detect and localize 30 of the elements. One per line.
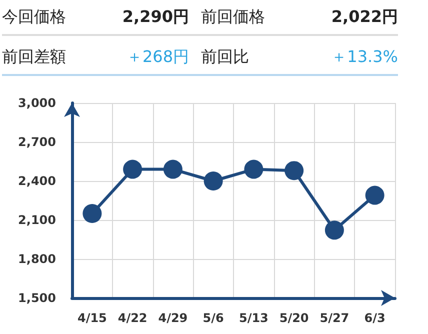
point (123, 160, 142, 179)
text: 今回価格 (2, 6, 67, 28)
x-tick-label: 5/6 (202, 311, 224, 325)
point (324, 220, 344, 240)
point (365, 186, 384, 205)
point (82, 204, 102, 223)
x-tick-label: 5/27 (320, 311, 350, 325)
text: ＋268円 (125, 46, 190, 68)
x-tick-label: 6/3 (364, 311, 386, 325)
y-tick-label: 2,100 (18, 213, 56, 227)
text: 2,022円 (330, 6, 398, 28)
x-tick-label: 5/13 (238, 311, 268, 325)
y-tick-label: 1,800 (18, 252, 56, 266)
x-tick-label: 4/29 (158, 311, 188, 325)
text: 前回差額 (2, 46, 67, 68)
y-tick-label: 2,400 (18, 174, 56, 188)
y-tick-label: 3,000 (18, 96, 56, 110)
text: 2,290円 (121, 6, 190, 28)
point (284, 161, 304, 180)
x-tick-label: 4/15 (77, 311, 107, 325)
y-tick-label: 1,500 (18, 291, 56, 305)
point (204, 172, 223, 190)
point (163, 160, 182, 179)
text: 前回価格 (201, 6, 266, 28)
x-tick-label: 5/20 (279, 311, 309, 325)
x-tick-label: 4/22 (118, 311, 148, 325)
point (244, 160, 264, 179)
text: 前回比 (201, 46, 250, 68)
text: ＋13.3% (330, 46, 398, 68)
y-tick-label: 2,700 (18, 135, 56, 149)
